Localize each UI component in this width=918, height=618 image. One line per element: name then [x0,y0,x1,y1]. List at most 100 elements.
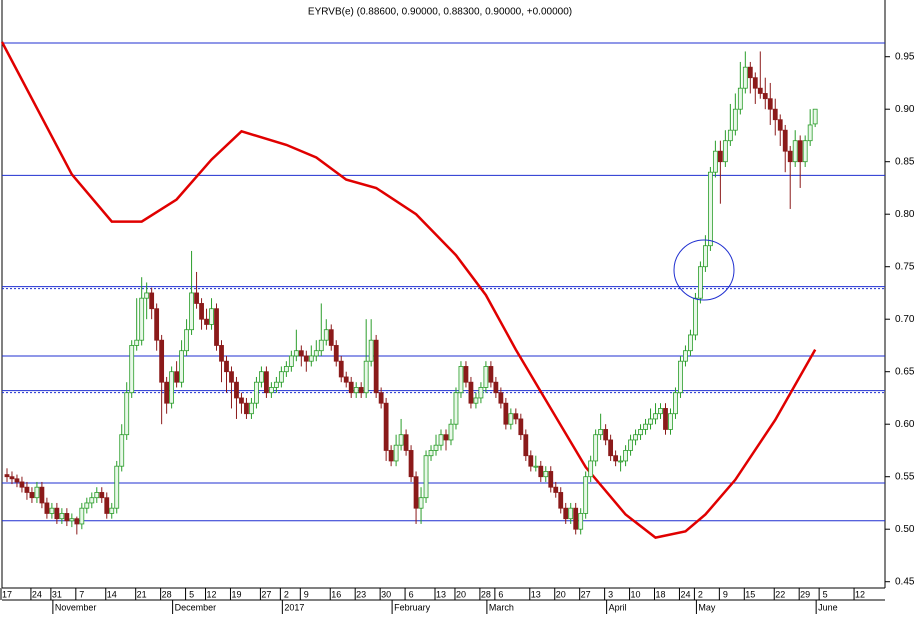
candle-body [209,308,214,325]
candle-body [378,392,384,404]
candle-body [792,140,798,163]
candle-body [114,465,120,509]
candle-body [179,350,184,383]
candle-body [69,518,75,522]
month-label: March [489,602,514,612]
candle-body [742,66,748,89]
candle-body [393,444,399,462]
candle-body [64,513,70,522]
candle-body [214,308,219,346]
candle-body [144,292,150,299]
candle-body [328,329,334,346]
candle-body [463,366,469,383]
candle-body [648,418,653,425]
annotation-circle [673,239,735,301]
candle-body [174,371,180,383]
candle-body [812,108,818,125]
x-tick-label: 2 [284,589,289,599]
candle-body [673,392,678,415]
x-tick-label: 7 [79,589,84,599]
candle-body [508,413,514,425]
candle-body [413,476,419,509]
x-tick-label: 24 [680,589,690,599]
candle-body [777,119,783,131]
candle-body [99,492,105,499]
candle-body [234,381,239,399]
candle-body [254,381,259,404]
x-tick-label: 9 [304,589,309,599]
x-tick-label: 20 [556,589,566,599]
month-label: May [698,602,716,612]
candle-body [398,434,404,446]
chart-title: EYRVB(e) (0.88600, 0.90000, 0.88300, 0.9… [308,7,572,18]
candle-body [683,350,688,362]
candle-body [74,518,80,525]
candle-body [423,455,429,499]
candle-body [124,392,130,436]
candle-body [313,350,319,357]
candle-body [498,392,504,404]
candle-body [732,108,738,131]
y-tick-label: 0.85 [895,156,915,167]
x-tick-label: 27 [261,589,271,599]
candle-body [428,450,434,457]
candle-body [707,171,713,247]
candle-body [618,460,623,463]
candle-body [623,450,628,462]
candle-body [787,150,793,163]
y-tick-label: 0.80 [895,209,915,220]
candle-body [129,345,135,394]
candle-body [613,455,619,462]
candle-body [478,387,484,399]
candle-body [548,471,554,488]
candle-body [373,339,379,394]
candle-body [403,434,409,451]
candle-body [603,429,609,441]
candle-body [54,507,60,520]
candle-body [273,381,279,388]
x-tick-label: 3 [608,589,613,599]
x-tick-label: 22 [775,589,785,599]
candle-body [224,360,229,373]
x-tick-label: 15 [745,589,755,599]
candle-body [583,476,589,514]
x-tick-label: 13 [436,589,446,599]
candle-body [523,434,529,457]
candle-body [104,497,110,514]
candle-body [9,476,15,480]
candle-body [343,376,349,383]
candle-body [293,350,299,357]
candle-body [543,471,549,478]
candle-body [49,507,55,514]
candle-body [722,140,728,163]
candle-body [727,129,733,142]
y-tick-label: 0.50 [895,524,915,535]
candle-body [19,481,25,488]
candle-body [628,439,633,451]
candle-body [538,465,544,478]
candle-body [518,418,524,436]
candle-body [712,150,718,173]
candle-body [358,387,364,394]
x-tick-label: 16 [331,589,341,599]
candle-body [747,66,753,79]
x-tick-label: 14 [107,589,117,599]
x-tick-label: 12 [855,589,865,599]
candle-body [84,502,90,509]
x-tick-label: 19 [231,589,241,599]
x-tick-label: 28 [162,589,172,599]
candle-body [643,423,648,430]
candle-body [283,366,289,373]
candle-body [164,381,170,404]
candle-body [353,387,359,394]
x-tick-label: 30 [381,589,391,599]
moving-average-line [0,41,817,539]
x-tick-label: 2 [698,589,703,599]
candle-body [608,439,614,457]
y-tick-label: 0.90 [895,104,915,115]
candle-body [633,434,638,441]
y-tick-label: 0.65 [895,366,915,377]
candle-body [762,93,768,100]
